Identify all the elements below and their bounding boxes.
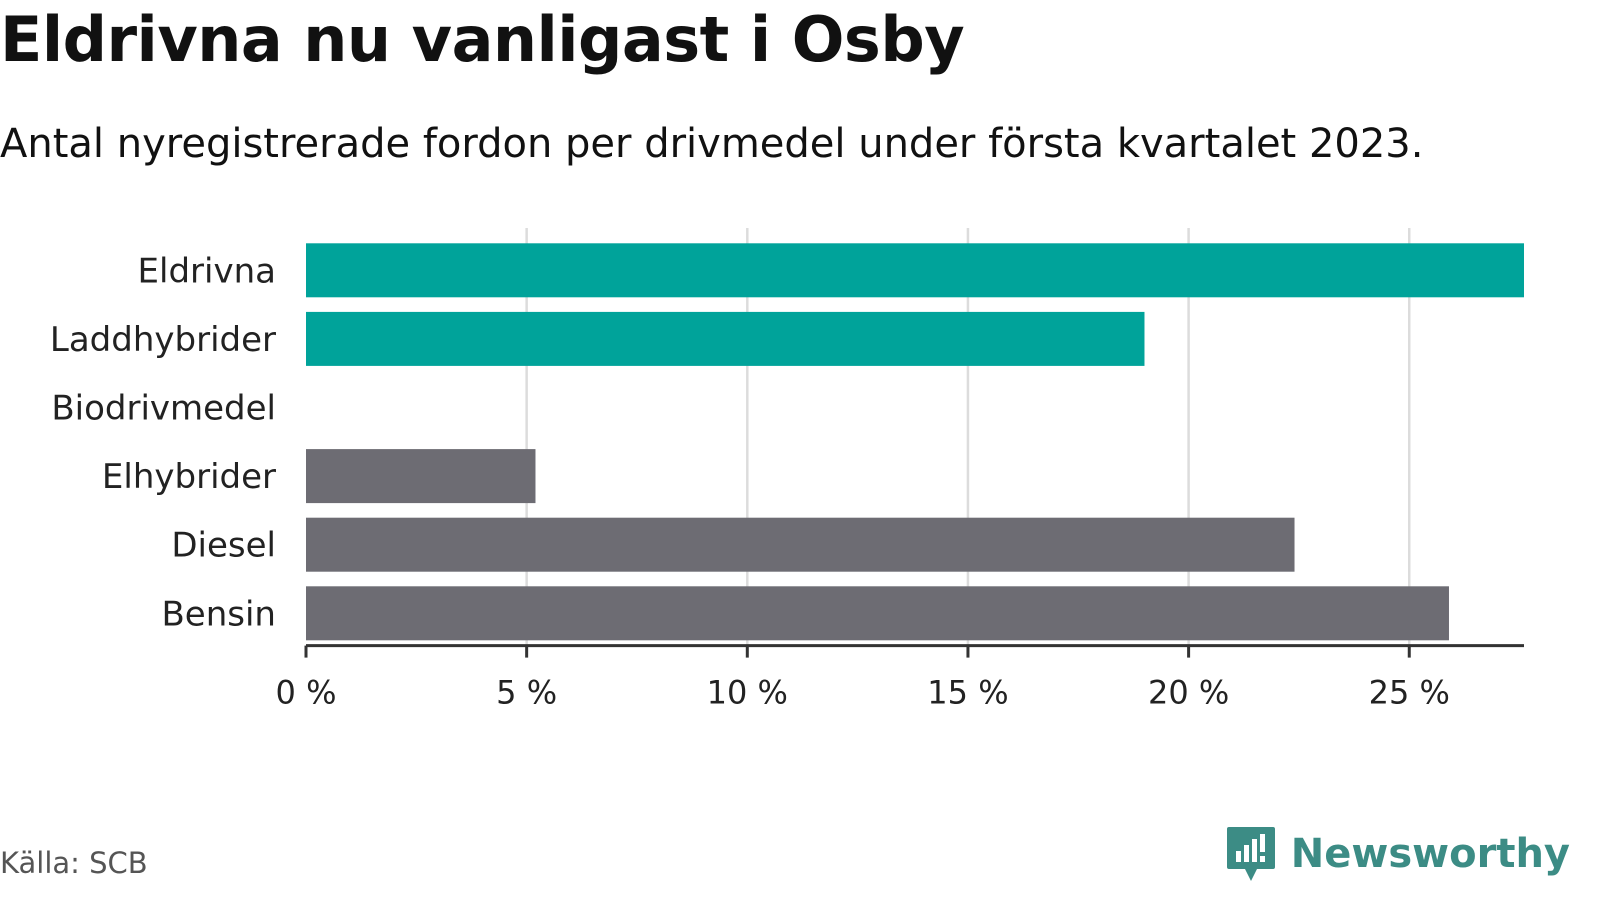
category-label: Biodrivmedel (51, 389, 276, 429)
brand-logo: Newsworthy (1225, 822, 1570, 886)
chart-subtitle: Antal nyregistrerade fordon per drivmede… (0, 121, 1424, 167)
x-tick-label: 15 % (927, 674, 1008, 712)
category-label: Laddhybrider (50, 320, 276, 360)
x-tick-label: 0 % (276, 674, 337, 712)
x-tick-label: 20 % (1148, 674, 1229, 712)
x-tick-label: 25 % (1369, 674, 1450, 712)
x-tick-label: 10 % (707, 674, 788, 712)
chart-title: Eldrivna nu vanligast i Osby (0, 3, 965, 76)
bar (306, 243, 1524, 298)
bar (306, 517, 1295, 572)
category-label: Diesel (171, 526, 276, 566)
bar-chart-icon (1226, 827, 1275, 881)
bar-chart: Eldrivna Laddhybrider Biodrivmedel Elhybrid… (50, 228, 1524, 712)
bar (306, 449, 536, 504)
category-label: Eldrivna (138, 251, 276, 291)
brand-name: Newsworthy (1290, 831, 1570, 877)
category-label: Elhybrider (102, 457, 276, 497)
category-label: Bensin (161, 594, 276, 634)
bar (306, 311, 1145, 366)
bar (306, 586, 1449, 641)
source-label: Källa: SCB (0, 846, 148, 880)
x-tick-label: 5 % (496, 674, 557, 712)
